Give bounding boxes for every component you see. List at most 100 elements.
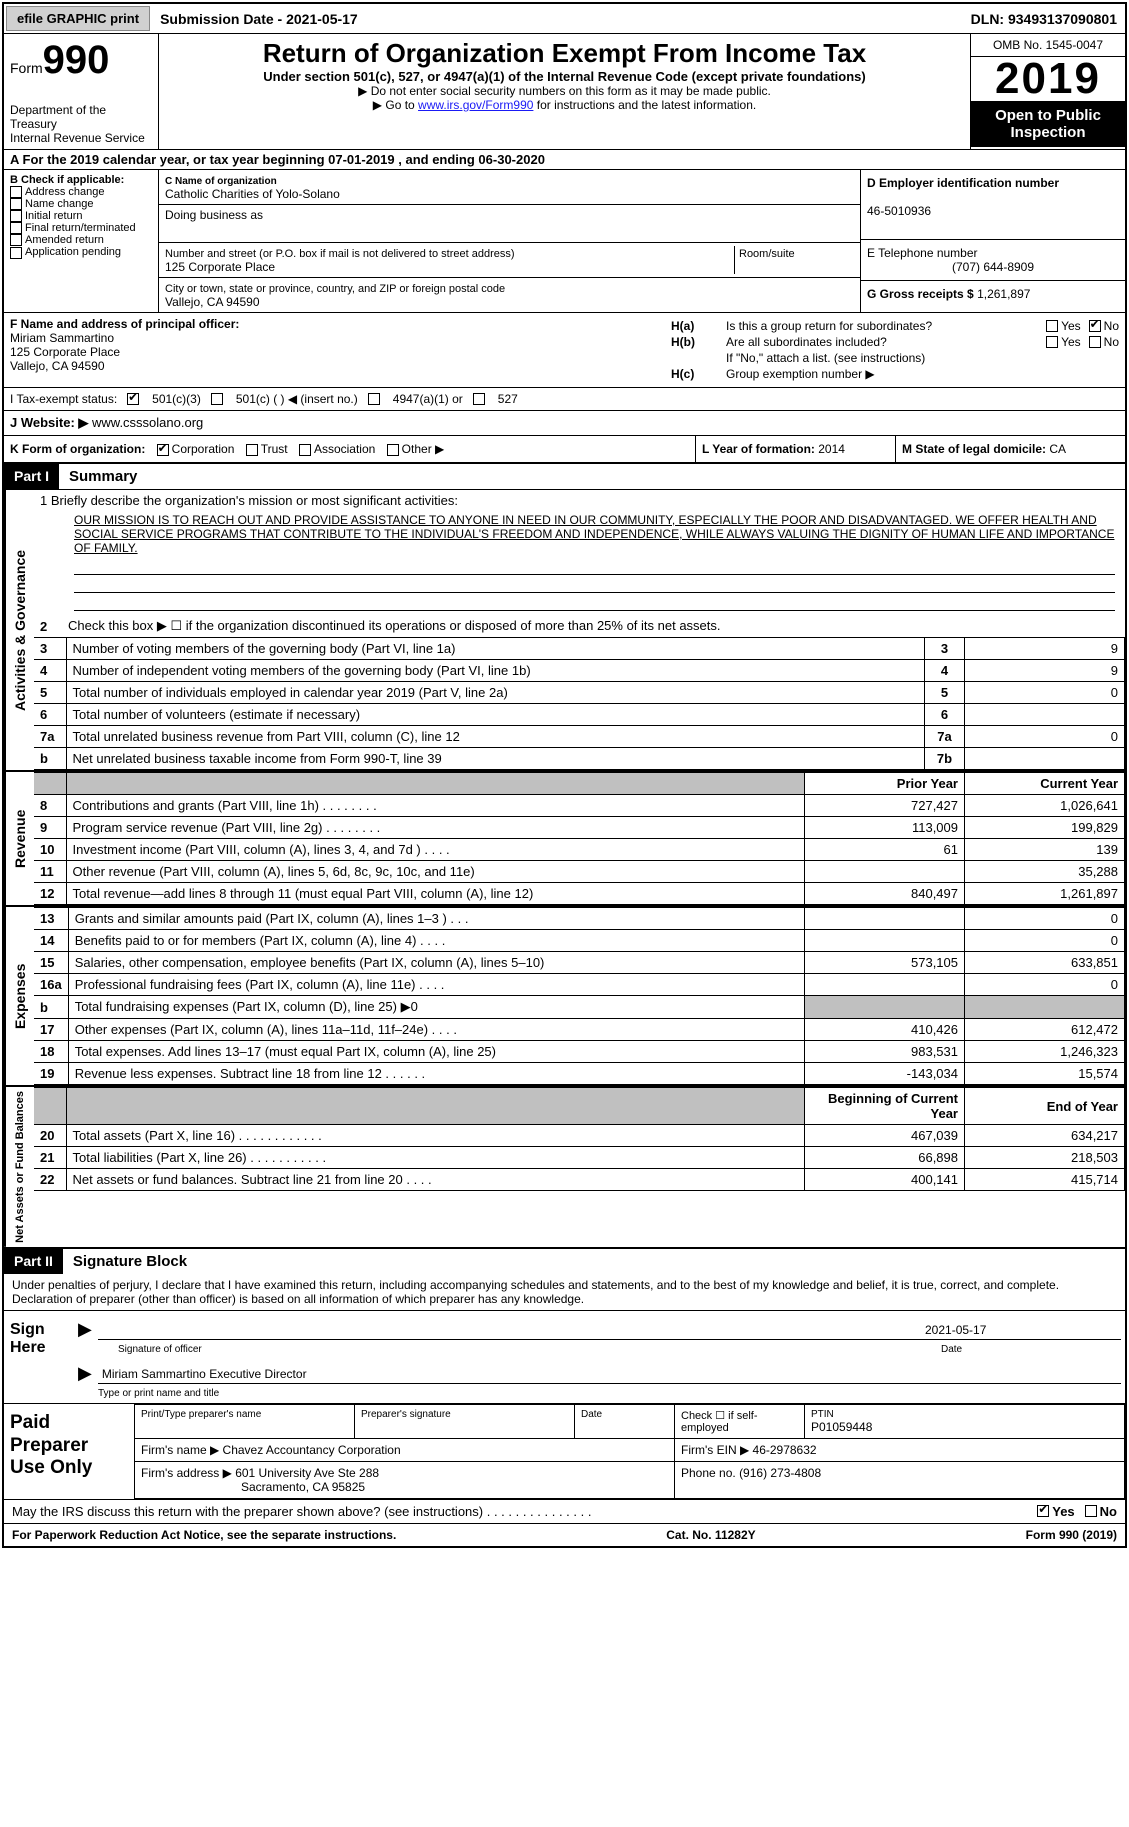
section-f: F Name and address of principal officer:… xyxy=(4,313,665,387)
footer-right: Form 990 (2019) xyxy=(1026,1528,1117,1542)
lbl-name-change: Name change xyxy=(25,198,94,210)
hc-label: H(c) xyxy=(671,367,726,381)
prep-sig-label: Preparer's signature xyxy=(361,1409,568,1420)
section-b-title: B Check if applicable: xyxy=(10,174,152,186)
sign-date-value: 2021-05-17 xyxy=(921,1321,1121,1340)
table-row: 12Total revenue—add lines 8 through 11 (… xyxy=(34,883,1125,905)
prep-check-label: Check ☐ if self-employed xyxy=(675,1404,805,1438)
netassets-table: Beginning of Current YearEnd of Year 20T… xyxy=(34,1087,1125,1191)
table-row: 8Contributions and grants (Part VIII, li… xyxy=(34,795,1125,817)
sig-date-label: Date xyxy=(921,1344,1121,1355)
discuss-no-checkbox[interactable] xyxy=(1085,1505,1097,1517)
opt-corp: Corporation xyxy=(172,442,235,456)
footer-left: For Paperwork Reduction Act Notice, see … xyxy=(12,1528,396,1542)
chk-final-return[interactable]: Final return/terminated xyxy=(10,222,152,234)
chk-501c[interactable] xyxy=(211,393,223,405)
preparer-label: Paid Preparer Use Only xyxy=(4,1404,134,1499)
line-4: 4Number of independent voting members of… xyxy=(34,660,1125,682)
discuss-yes: Yes xyxy=(1052,1504,1074,1519)
hc-text: Group exemption number ▶ xyxy=(726,367,875,381)
chk-address-change[interactable]: Address change xyxy=(10,186,152,198)
ha-text: Is this a group return for subordinates? xyxy=(726,319,1046,333)
header-mid: Return of Organization Exempt From Incom… xyxy=(159,34,970,149)
l7b-text: Net unrelated business taxable income fr… xyxy=(66,748,925,770)
chk-527[interactable] xyxy=(473,393,485,405)
rule-3 xyxy=(74,597,1115,611)
section-h: H(a) Is this a group return for subordin… xyxy=(665,313,1125,387)
ha-yes-checkbox[interactable] xyxy=(1046,320,1058,332)
chk-amended[interactable]: Amended return xyxy=(10,234,152,246)
ha-yes: Yes xyxy=(1061,319,1081,333)
l7a-val: 0 xyxy=(965,726,1125,748)
form-title: Return of Organization Exempt From Incom… xyxy=(163,38,966,69)
ha-no-checkbox[interactable] xyxy=(1089,320,1101,332)
section-d: D Employer identification number 46-5010… xyxy=(860,170,1125,312)
hb-yes-checkbox[interactable] xyxy=(1046,336,1058,348)
table-row: 18Total expenses. Add lines 13–17 (must … xyxy=(34,1041,1125,1063)
org-name-label: C Name of organization xyxy=(165,176,277,187)
ha-label: H(a) xyxy=(671,319,726,333)
line-7b: bNet unrelated business taxable income f… xyxy=(34,748,1125,770)
opt-501c3: 501(c)(3) xyxy=(152,392,201,406)
gross-cell: G Gross receipts $ 1,261,897 xyxy=(861,281,1125,307)
chk-trust[interactable] xyxy=(246,444,258,456)
chk-4947[interactable] xyxy=(368,393,380,405)
chk-other[interactable] xyxy=(387,444,399,456)
inspection-label: Open to Public Inspection xyxy=(971,101,1125,147)
irs-link[interactable]: www.irs.gov/Form990 xyxy=(418,98,533,112)
chk-assoc[interactable] xyxy=(299,444,311,456)
addr-value: 125 Corporate Place xyxy=(165,260,275,274)
chk-corp[interactable] xyxy=(157,444,169,456)
lbl-app-pending: Application pending xyxy=(25,246,121,258)
submission-date: Submission Date - 2021-05-17 xyxy=(152,7,366,31)
line-2: 2Check this box ▶ ☐ if the organization … xyxy=(34,615,1125,637)
chk-name-change[interactable]: Name change xyxy=(10,198,152,210)
chk-initial-return[interactable]: Initial return xyxy=(10,210,152,222)
table-row: 17Other expenses (Part IX, column (A), l… xyxy=(34,1019,1125,1041)
l3-box: 3 xyxy=(925,638,965,660)
hb-no-checkbox[interactable] xyxy=(1089,336,1101,348)
efile-print-button[interactable]: efile GRAPHIC print xyxy=(6,6,150,31)
hdr-prior-year: Prior Year xyxy=(805,773,965,795)
form-subtitle: Under section 501(c), 527, or 4947(a)(1)… xyxy=(163,69,966,84)
l5-text: Total number of individuals employed in … xyxy=(66,682,925,704)
lbl-final-return: Final return/terminated xyxy=(25,222,136,234)
sign-here-label: Sign Here xyxy=(4,1311,74,1403)
firm-ein: 46-2978632 xyxy=(753,1443,817,1457)
period-end: 06-30-2020 xyxy=(478,152,545,167)
opt-trust: Trust xyxy=(261,442,288,456)
l5-box: 5 xyxy=(925,682,965,704)
submission-date-value: 2021-05-17 xyxy=(286,11,358,27)
gross-value: 1,261,897 xyxy=(977,287,1030,301)
table-row: 14Benefits paid to or for members (Part … xyxy=(34,930,1125,952)
chk-app-pending[interactable]: Application pending xyxy=(10,246,152,258)
perjury-text: Under penalties of perjury, I declare th… xyxy=(4,1274,1125,1310)
org-name-cell: C Name of organization Catholic Charitie… xyxy=(159,170,860,205)
mission-prompt: 1 Briefly describe the organization's mi… xyxy=(40,493,458,508)
hb-label: H(b) xyxy=(671,335,726,349)
table-row: 16aProfessional fundraising fees (Part I… xyxy=(34,974,1125,996)
phone-value: (916) 273-4808 xyxy=(739,1466,821,1480)
side-governance: Activities & Governance xyxy=(4,490,34,770)
table-row: 13Grants and similar amounts paid (Part … xyxy=(34,908,1125,930)
website-value: www.csssolano.org xyxy=(92,415,203,430)
officer-addr1: 125 Corporate Place xyxy=(10,345,120,359)
l4-val: 9 xyxy=(965,660,1125,682)
discuss-text: May the IRS discuss this return with the… xyxy=(12,1504,1037,1519)
firm-addr1: 601 University Ave Ste 288 xyxy=(235,1466,379,1480)
officer-addr2: Vallejo, CA 94590 xyxy=(10,359,105,373)
officer-name: Miriam Sammartino xyxy=(10,331,114,345)
preparer-table: Print/Type preparer's name Preparer's si… xyxy=(134,1404,1125,1499)
hb-no: No xyxy=(1104,335,1119,349)
officer-signature-field[interactable] xyxy=(98,1335,921,1340)
part2-title: Signature Block xyxy=(63,1249,1125,1274)
ptin-value: P01059448 xyxy=(811,1420,872,1434)
hb-note: If "No," attach a list. (see instruction… xyxy=(726,351,925,365)
chk-501c3[interactable] xyxy=(127,393,139,405)
lbl-amended: Amended return xyxy=(25,234,104,246)
header-right: OMB No. 1545-0047 2019 Open to Public In… xyxy=(970,34,1125,149)
city-cell: City or town, state or province, country… xyxy=(159,278,860,312)
table-row: 21Total liabilities (Part X, line 26) . … xyxy=(34,1147,1125,1169)
form-number: 990 xyxy=(43,38,110,82)
discuss-yes-checkbox[interactable] xyxy=(1037,1505,1049,1517)
